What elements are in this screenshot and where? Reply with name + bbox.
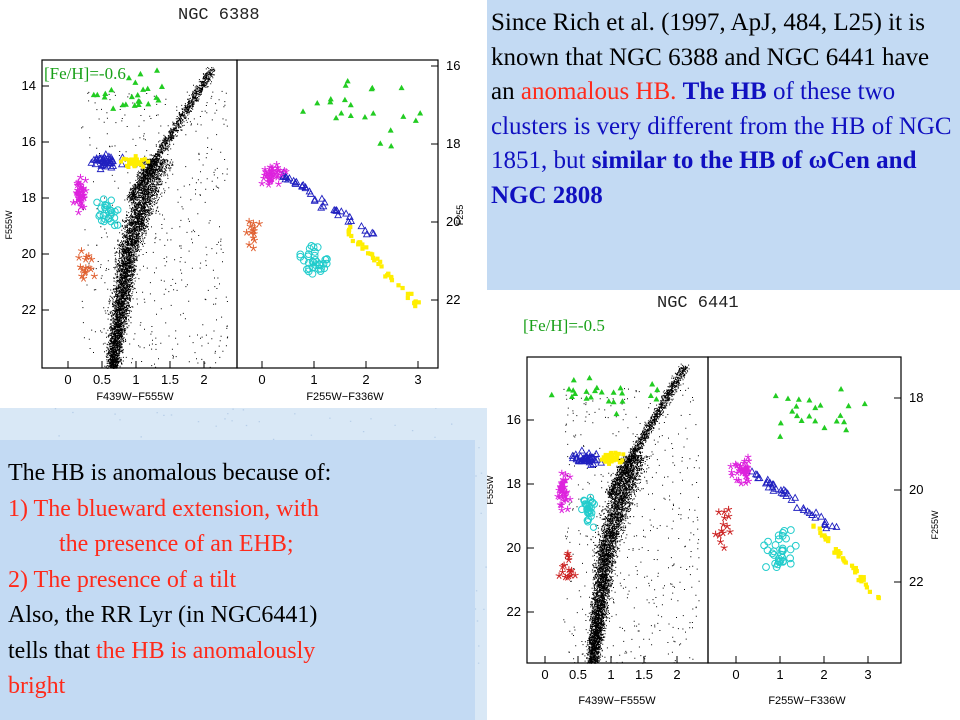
svg-text:16: 16 [22, 134, 36, 149]
figure-ngc6441: NGC 6441 [Fe/H]=-0.5 F555W F255W F439W−F… [487, 290, 960, 720]
svg-text:1: 1 [310, 372, 317, 387]
anomaly-heading: The HB is anomalous because of: [8, 460, 332, 486]
svg-text:18: 18 [22, 190, 36, 205]
svg-text:22: 22 [909, 574, 923, 589]
svg-text:1.5: 1.5 [635, 667, 653, 682]
intro-text-hb-bold: The HB [682, 78, 767, 105]
intro-text-anomalous: anomalous HB. [520, 78, 677, 105]
anomaly-item1: 1) The blueward extension, with [8, 495, 319, 522]
svg-text:22: 22 [22, 302, 36, 317]
svg-text:18: 18 [446, 136, 460, 151]
svg-text:16: 16 [507, 412, 521, 427]
f2-right-ylabel: F255W [930, 510, 940, 540]
f2-left-xlabel: F439W−F555W [578, 695, 656, 707]
svg-text:0: 0 [258, 372, 265, 387]
f1-left-xlabel: F439W−F555W [96, 391, 174, 403]
intro-text-box: Since Rich et al. (1997, ApJ, 484, L25) … [487, 0, 960, 290]
svg-text:2: 2 [673, 667, 680, 682]
anomaly-item1-cont: the presence of an EHB; [59, 531, 294, 557]
svg-text:20: 20 [507, 540, 521, 555]
f2-left-ylabel: F555W [487, 475, 495, 505]
f1-right-xlabel: F255W−F336W [306, 391, 384, 403]
anomaly-line3: Also, the RR Lyr (in NGC6441) [8, 602, 318, 628]
svg-text:1: 1 [776, 667, 783, 682]
figure-ngc6388-metallicity: [Fe/H]=-0.6 [44, 64, 126, 83]
figure-ngc6441-plot: F555W F255W F439W−F555W F255W−F336W 16 18… [487, 356, 940, 707]
svg-text:1: 1 [132, 372, 139, 387]
svg-text:0.5: 0.5 [93, 372, 111, 387]
svg-text:20: 20 [446, 214, 460, 229]
anomaly-item2: 2) The presence of a tilt [8, 566, 237, 593]
svg-text:2: 2 [820, 667, 827, 682]
svg-text:20: 20 [22, 246, 36, 261]
anomaly-line4: tells that the HB is anomalously [8, 637, 316, 664]
anomaly-line5: bright [8, 673, 66, 699]
svg-text:0.5: 0.5 [569, 667, 587, 682]
svg-text:20: 20 [909, 482, 923, 497]
svg-text:0: 0 [541, 667, 548, 682]
svg-text:22: 22 [507, 604, 521, 619]
svg-text:14: 14 [22, 78, 36, 93]
svg-text:2: 2 [200, 372, 207, 387]
f2-right-xlabel: F255W−F336W [768, 695, 846, 707]
intro-text-part2: of these two clusters is very different … [491, 78, 952, 174]
svg-text:3: 3 [864, 667, 871, 682]
figure-ngc6388-plot: F555W F255 F439W−F555W F255W−F336W 14 16 1… [4, 58, 465, 403]
svg-text:0: 0 [732, 667, 739, 682]
figure-ngc6388: NGC 6388 [Fe/H]=-0.6 F555W F255 F439W−F5… [0, 0, 487, 408]
svg-text:18: 18 [909, 390, 923, 405]
figure-ngc6441-title: NGC 6441 [657, 294, 739, 313]
svg-text:0: 0 [64, 372, 71, 387]
f1-right-ylabel: F255 [455, 205, 465, 226]
svg-text:1: 1 [607, 667, 614, 682]
intro-text-similar: similar to the HB of ωCen and NGC 2808 [491, 147, 917, 209]
svg-text:3: 3 [414, 372, 421, 387]
svg-text:2: 2 [362, 372, 369, 387]
figure-ngc6441-metallicity: [Fe/H]=-0.5 [523, 316, 605, 335]
f1-left-ylabel: F555W [4, 210, 14, 240]
anomaly-text-box: The HB is anomalous because of: 1) The b… [0, 440, 475, 720]
svg-text:16: 16 [446, 58, 460, 73]
svg-text:1.5: 1.5 [161, 372, 179, 387]
svg-text:22: 22 [446, 292, 460, 307]
svg-text:18: 18 [507, 476, 521, 491]
intro-text-part1: Since Rich et al. (1997, ApJ, 484, L25) … [491, 9, 930, 105]
figure-ngc6388-title: NGC 6388 [178, 6, 260, 25]
